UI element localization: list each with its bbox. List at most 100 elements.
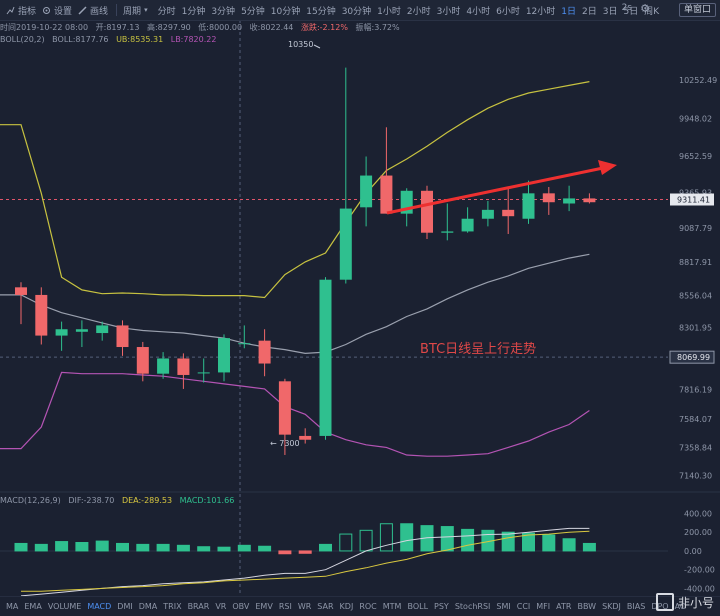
candle-body <box>380 175 393 214</box>
period-option[interactable]: 6小时 <box>496 6 520 17</box>
price-tick-label: 7140.30 <box>679 471 712 480</box>
macd-histogram-bar <box>116 542 129 552</box>
candle-body <box>339 208 352 280</box>
macd-dif-line <box>20 527 590 597</box>
period-option[interactable]: 12小时 <box>525 6 556 17</box>
indicator-tab[interactable]: CCI <box>516 602 531 611</box>
period-option[interactable]: 3日 <box>602 6 618 17</box>
indicator-tab[interactable]: WR <box>297 602 312 611</box>
macd-histogram-bar <box>522 532 535 552</box>
period-list: 分时 1分钟 3分钟 5分钟 10分钟 15分钟 30分钟 1小时 2小时 3小时 4小时 6小时 12… <box>152 4 660 17</box>
indicator-tab[interactable]: OBV <box>232 602 250 611</box>
indicator-tab[interactable]: ROC <box>359 602 377 611</box>
info-amplitude: 振幅:3.72% <box>355 23 400 32</box>
indicator-tab[interactable]: StochRSI <box>454 602 491 611</box>
info-open: 开:8197.13 <box>95 23 140 32</box>
candle-body <box>197 372 210 374</box>
settings-button[interactable]: 设置 <box>42 4 72 17</box>
period-option[interactable]: 分时 <box>157 6 176 17</box>
draw-line-button[interactable]: 画线 <box>78 4 108 17</box>
period-option[interactable]: 15分钟 <box>306 6 336 17</box>
candle-body <box>136 347 149 374</box>
macd-histogram-bar <box>461 528 475 552</box>
indicator-tab[interactable]: EMA <box>24 602 42 611</box>
indicator-tab[interactable]: DPO <box>651 602 669 611</box>
indicator-tab[interactable]: VOLUME <box>47 602 82 611</box>
period-option[interactable]: 30分钟 <box>341 6 372 17</box>
candle-body <box>522 193 535 219</box>
settings-icon[interactable]: ⚙ <box>640 2 650 15</box>
macd-histogram-bar <box>359 529 373 552</box>
price-tick-label: 7816.19 <box>679 385 712 394</box>
period-option[interactable]: 5分钟 <box>241 6 265 17</box>
macd-histogram-bar <box>258 545 272 552</box>
indicator-tab[interactable]: MA <box>6 602 19 611</box>
indicator-tab[interactable]: BIAS <box>626 602 646 611</box>
gear-icon <box>42 6 51 15</box>
indicator-icon <box>6 6 15 15</box>
indicator-tab[interactable]: AO <box>674 602 687 611</box>
indicator-tab[interactable]: PSY <box>434 602 449 611</box>
candle-body <box>481 209 494 219</box>
macd-histogram-bar <box>562 538 576 552</box>
refresh-interval[interactable]: 2s <box>621 3 632 13</box>
macd-histogram-bar <box>34 543 48 552</box>
candle-body <box>583 198 596 203</box>
indicator-tab[interactable]: VR <box>215 602 227 611</box>
indicator-tab[interactable]: DMI <box>117 602 133 611</box>
window-mode-button[interactable]: 单窗口 <box>678 3 716 17</box>
indicator-tab[interactable]: BBW <box>577 602 597 611</box>
period-option[interactable]: 2小时 <box>406 6 431 17</box>
period-option[interactable]: 4小时 <box>466 6 491 17</box>
period-option[interactable]: 1小时 <box>377 6 401 17</box>
indicator-tab[interactable]: ATR <box>556 602 572 611</box>
indicator-tab[interactable]: MFI <box>536 602 551 611</box>
indicator-tab[interactable]: RSI <box>278 602 292 611</box>
period-option[interactable]: 5日 <box>623 6 639 17</box>
indicator-tab[interactable]: MACD <box>87 602 112 611</box>
indicator-tab[interactable]: BRAR <box>187 602 210 611</box>
period-option[interactable]: 1日 <box>561 6 577 17</box>
indicator-tab[interactable]: SAR <box>317 602 334 611</box>
indicator-tab[interactable]: KDJ <box>339 602 354 611</box>
period-option[interactable]: 1分钟 <box>181 6 206 17</box>
period-option[interactable]: 周K <box>644 6 660 17</box>
indicator-button[interactable]: 指标 <box>6 4 36 17</box>
period-option[interactable]: 3分钟 <box>211 6 236 17</box>
candle-body <box>15 287 27 295</box>
period-option[interactable]: 2日 <box>582 6 597 17</box>
price-tick-label: 7584.07 <box>679 415 712 424</box>
indicator-tab[interactable]: BOLL <box>407 602 429 611</box>
axis-background <box>668 20 720 596</box>
macd-info: MACD(12,26,9) DIF:-238.70 DEA:-289.53 MA… <box>0 496 239 505</box>
info-high: 高:8297.90 <box>146 23 191 32</box>
period-dropdown[interactable]: 周期 ▾ <box>123 6 148 17</box>
indicator-tab[interactable]: DMA <box>138 602 158 611</box>
indicator-tab[interactable]: MTM <box>382 602 402 611</box>
boll-mid-value: BOLL:8177.76 <box>52 35 109 44</box>
macd-histogram-bar <box>197 546 211 552</box>
trend-arrow-head <box>598 160 617 175</box>
crosshair-price-box <box>669 350 715 364</box>
price-tick-label: 8556.04 <box>679 291 712 300</box>
current-price-box <box>670 193 714 206</box>
macd-histogram-bar <box>217 546 231 552</box>
macd-histogram-bar <box>400 523 414 552</box>
macd-tick-label: 200.00 <box>684 528 712 537</box>
indicator-tab[interactable]: EMV <box>255 602 273 611</box>
candle-body <box>75 329 88 332</box>
period-option[interactable]: 10分钟 <box>270 6 301 17</box>
lower-band-line <box>0 371 590 457</box>
macd-histogram-bar <box>278 550 292 555</box>
indicator-tab[interactable]: SKDJ <box>602 602 621 611</box>
candle-body <box>421 190 433 233</box>
indicator-tab[interactable]: SMI <box>496 602 511 611</box>
price-tick-label: 8301.95 <box>679 324 712 333</box>
boll-bands <box>0 81 590 457</box>
annotations: 10350 ← 7300 BTC日线呈上行走势 <box>270 40 617 448</box>
period-option[interactable]: 3小时 <box>436 6 461 17</box>
macd-histogram-bar <box>156 543 170 552</box>
indicator-tab[interactable]: TRIX <box>163 602 182 611</box>
chevron-down-icon: ▾ <box>144 6 148 14</box>
